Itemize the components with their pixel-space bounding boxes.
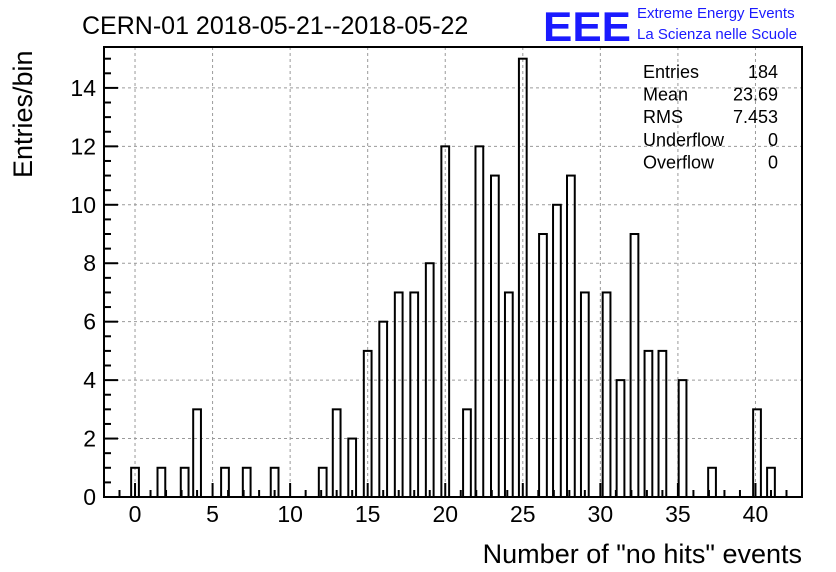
y-tick-label: 14: [70, 75, 96, 101]
plot-frame: [103, 46, 803, 498]
stats-value: 0: [768, 130, 778, 150]
x-tick-label: 10: [277, 501, 303, 527]
stats-value: 184: [748, 62, 778, 82]
histogram-bar: [192, 408, 202, 499]
y-tick-label: 2: [83, 426, 96, 452]
stats-label: Overflow: [643, 152, 715, 172]
histogram-bar: [378, 320, 389, 498]
y-tick-label: 6: [83, 309, 96, 335]
stats-label: RMS: [643, 107, 683, 127]
logo-line2: La Scienza nelle Scuole: [637, 26, 797, 43]
y-axis-label: Entries/bin: [8, 50, 38, 178]
logo-mark: EEE: [543, 3, 631, 50]
histogram-bar: [331, 408, 342, 499]
x-tick-label: 30: [588, 501, 614, 527]
stats-value: 7.453: [733, 107, 778, 127]
histogram-bar: [347, 437, 358, 498]
histogram-bar: [657, 349, 668, 499]
histogram-bar: [752, 408, 762, 499]
x-tick-label: 5: [206, 501, 219, 527]
y-tick-label: 10: [70, 192, 96, 218]
x-axis-label: Number of "no hits" events: [483, 539, 802, 569]
y-tick-label: 4: [83, 367, 96, 393]
x-tick-label: 15: [355, 501, 381, 527]
histogram-bar: [156, 466, 167, 499]
histogram-bar: [629, 233, 640, 498]
eee-logo: EEE Extreme Energy Events La Scienza nel…: [543, 3, 797, 50]
histogram-bar: [643, 349, 654, 499]
histogram-bar: [409, 291, 420, 499]
histogram-bar: [503, 291, 514, 499]
histogram-bar: [579, 291, 590, 499]
x-tick-label: 25: [510, 501, 536, 527]
y-tick-label: 0: [83, 484, 96, 510]
histogram-bar: [552, 203, 562, 498]
y-tick-label: 12: [70, 133, 96, 159]
stats-label: Mean: [643, 85, 688, 105]
histogram-bar: [601, 291, 612, 499]
chart-title: CERN-01 2018-05-21--2018-05-22: [82, 12, 468, 40]
logo-line1: Extreme Energy Events: [637, 5, 795, 22]
histogram-bar: [393, 291, 404, 499]
stats-box: Entries 184 Mean 23.69 RMS 7.453 Underflow 0 Ove…: [643, 62, 778, 172]
x-tick-label: 40: [743, 501, 769, 527]
histogram-bar: [538, 233, 548, 498]
grid-lines: [104, 47, 802, 498]
y-axis-ticks: 0 2 4 6 8 10 12 14: [70, 57, 118, 510]
x-tick-label: 35: [665, 501, 691, 527]
histogram-bar: [566, 174, 576, 498]
histogram-bar: [490, 174, 500, 498]
stats-value: 0: [768, 152, 778, 172]
x-tick-label: 0: [129, 501, 142, 527]
stats-value: 23.69: [733, 85, 778, 105]
y-tick-label: 8: [83, 250, 96, 276]
x-axis-ticks: 0 5 10 15 20 25 30 35 40: [103, 483, 803, 527]
stats-label: Underflow: [643, 130, 725, 150]
stats-label: Entries: [643, 62, 699, 82]
histogram-bar: [317, 466, 328, 499]
x-tick-label: 20: [432, 501, 458, 527]
histogram-bar: [462, 408, 472, 499]
